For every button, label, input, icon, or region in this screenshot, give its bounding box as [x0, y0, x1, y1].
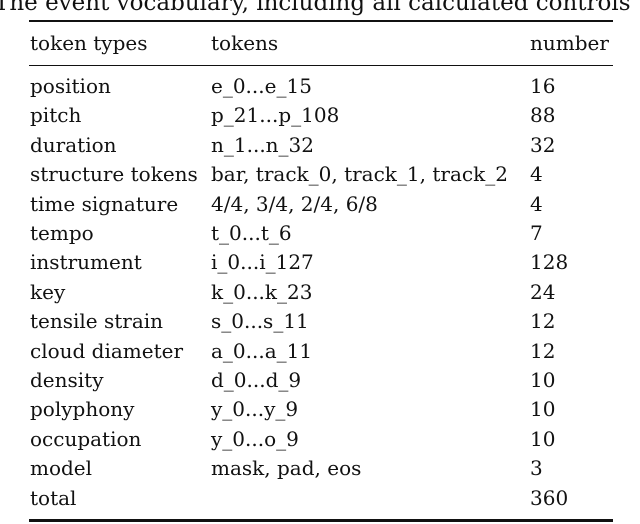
token-type-cell: time signature [30, 192, 179, 216]
number-cell: 4 [530, 162, 543, 186]
bottom-rule [29, 519, 613, 522]
token-type-cell: key [30, 280, 66, 304]
tokens-cell: n_1...n_32 [211, 133, 315, 157]
number-cell: 10 [530, 397, 556, 421]
tokens-cell: p_21...p_108 [211, 103, 340, 127]
tokens-cell: bar, track_0, track_1, track_2 [211, 162, 508, 186]
tokens-cell: d_0...d_9 [211, 368, 302, 392]
tokens-cell: k_0...k_23 [211, 280, 313, 304]
tokens-cell: 4/4, 3/4, 2/4, 6/8 [211, 192, 378, 216]
token-type-cell: duration [30, 133, 117, 157]
top-rule [29, 20, 613, 22]
number-cell: 7 [530, 221, 543, 245]
token-type-cell: cloud diameter [30, 339, 184, 363]
token-type-cell: density [30, 368, 104, 392]
token-type-cell: polyphony [30, 397, 135, 421]
token-type-cell: occupation [30, 427, 142, 451]
tokens-cell: e_0...e_15 [211, 74, 312, 98]
token-type-cell: total [30, 486, 77, 510]
number-cell: 128 [530, 250, 569, 274]
tokens-cell: t_0...t_6 [211, 221, 292, 245]
number-cell: 10 [530, 427, 556, 451]
number-cell: 16 [530, 74, 556, 98]
tokens-cell: a_0...a_11 [211, 339, 313, 363]
table-caption: The event vocabulary, including all calc… [0, 0, 631, 16]
token-type-cell: structure tokens [30, 162, 198, 186]
tokens-cell: i_0...i_127 [211, 250, 314, 274]
tokens-cell: y_0...o_9 [211, 427, 299, 451]
header-tokens: tokens [211, 31, 279, 55]
number-cell: 3 [530, 456, 543, 480]
token-type-cell: pitch [30, 103, 82, 127]
number-cell: 88 [530, 103, 556, 127]
header-token-types: token types [30, 31, 148, 55]
tokens-cell: mask, pad, eos [211, 456, 362, 480]
token-type-cell: position [30, 74, 111, 98]
number-cell: 12 [530, 309, 556, 333]
token-type-cell: tensile strain [30, 309, 164, 333]
number-cell: 10 [530, 368, 556, 392]
token-type-cell: instrument [30, 250, 142, 274]
number-cell: 32 [530, 133, 556, 157]
number-cell: 12 [530, 339, 556, 363]
header-rule [29, 65, 613, 66]
tokens-cell: s_0...s_11 [211, 309, 309, 333]
number-cell: 24 [530, 280, 556, 304]
tokens-cell: y_0...y_9 [211, 397, 299, 421]
token-type-cell: tempo [30, 221, 94, 245]
number-cell: 360 [530, 486, 569, 510]
token-type-cell: model [30, 456, 93, 480]
header-number: number [530, 31, 609, 55]
number-cell: 4 [530, 192, 543, 216]
